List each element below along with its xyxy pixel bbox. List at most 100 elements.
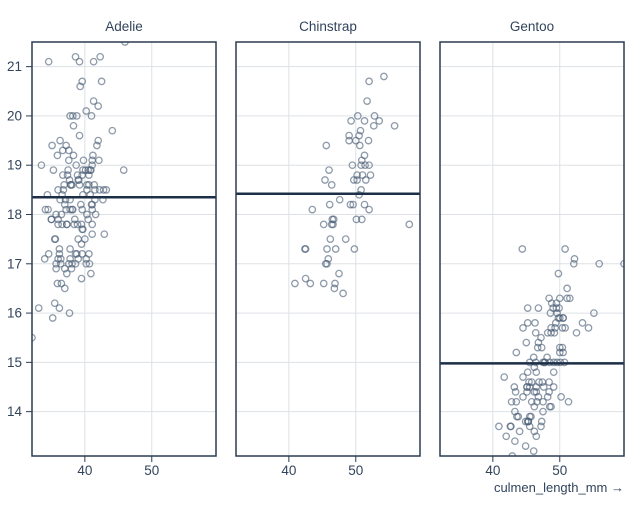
- scatter-point: [543, 353, 551, 362]
- scatter-point: [44, 57, 53, 66]
- x-tick-label: 50: [348, 463, 363, 478]
- scatter-point: [327, 181, 336, 189]
- scatter-point: [319, 279, 328, 288]
- scatter-point: [534, 304, 543, 312]
- y-tick-label: 20: [7, 108, 22, 123]
- scatter-point: [68, 112, 77, 120]
- scatter-point: [363, 97, 371, 105]
- scatter-point: [44, 250, 53, 258]
- scatter-point: [325, 166, 333, 174]
- scatter-point: [584, 324, 593, 332]
- scatter-point: [89, 97, 98, 105]
- scatter-point: [48, 141, 56, 150]
- scatter-point: [529, 353, 538, 362]
- scatter-point: [543, 393, 552, 401]
- x-axis-label: culmen_length_mm →: [494, 480, 624, 495]
- scatter-point: [532, 432, 541, 441]
- scatter-point: [569, 259, 578, 268]
- scatter-point: [543, 328, 552, 337]
- scatter-point: [352, 215, 361, 224]
- scatter-point: [90, 181, 99, 189]
- scatter-point: [76, 82, 85, 91]
- scatter-point: [545, 388, 553, 396]
- scatter-point: [361, 176, 370, 184]
- y-axis: 14 15 16 17 18 19 20 21: [7, 59, 32, 419]
- facet-title: Adelie: [105, 19, 143, 34]
- scatter-point: [51, 235, 60, 243]
- scatter-point: [83, 210, 91, 219]
- scatter-point: [360, 200, 369, 209]
- scatter-point: [75, 57, 84, 66]
- scatter-point: [511, 388, 520, 396]
- scatter-point: [345, 131, 353, 140]
- scatter-point: [558, 343, 567, 352]
- scatter-point: [331, 245, 340, 253]
- scatter-point: [554, 269, 563, 278]
- scatter-point: [339, 289, 347, 298]
- scatter-point: [82, 259, 91, 268]
- scatter-point: [523, 368, 532, 377]
- scatter-point: [525, 378, 533, 386]
- scatter-point: [390, 121, 399, 130]
- x-tick-label: 40: [281, 463, 296, 478]
- scatter-point: [349, 200, 357, 209]
- scatter-point: [32, 333, 36, 342]
- scatter-point: [529, 447, 538, 455]
- scatter-point: [558, 324, 567, 332]
- scatter-point: [530, 388, 539, 396]
- scatter-point: [88, 220, 97, 229]
- facet-title: Chinstrap: [299, 19, 357, 34]
- scatter-point: [62, 269, 71, 278]
- scatter-point: [572, 328, 581, 337]
- scatter-point: [559, 348, 567, 357]
- scatter-point: [365, 77, 373, 86]
- scatter-point: [73, 171, 82, 179]
- scatter-point: [365, 205, 373, 214]
- scatter-point: [50, 299, 59, 308]
- scatter-point: [545, 402, 554, 411]
- scatter-point: [370, 112, 379, 120]
- scatter-point: [82, 255, 91, 263]
- scatter-point: [595, 259, 604, 268]
- scatter-point: [93, 141, 101, 150]
- scatter-point: [119, 166, 128, 174]
- scatter-point: [356, 126, 365, 135]
- scatter-point: [519, 393, 527, 401]
- scatter-point: [525, 422, 534, 431]
- scatter-point: [331, 279, 339, 288]
- scatter-point: [41, 205, 50, 214]
- scatter-point: [58, 171, 67, 179]
- scatter-point: [75, 131, 84, 140]
- y-tick-label: 21: [7, 59, 22, 74]
- scatter-point: [561, 245, 569, 253]
- scatter-point: [321, 176, 329, 184]
- scatter-point: [55, 245, 64, 253]
- scatter-point: [58, 220, 66, 229]
- scatter-point: [375, 117, 384, 125]
- scatter-point: [531, 328, 540, 337]
- y-tick-label: 15: [7, 355, 22, 370]
- scatter-point: [355, 141, 364, 150]
- scatter-point: [361, 161, 369, 170]
- scatter-point: [500, 373, 509, 381]
- scatter-point: [97, 77, 106, 86]
- scatter-point: [549, 383, 558, 391]
- scatter-point: [96, 52, 105, 61]
- scatter-point: [554, 314, 563, 322]
- scatter-point: [578, 319, 587, 327]
- scatter-point: [34, 304, 43, 312]
- scatter-point: [557, 393, 565, 401]
- scatter-point: [531, 319, 539, 327]
- scatter-point: [83, 181, 91, 189]
- scatter-point: [69, 121, 78, 130]
- scatter-point: [523, 383, 531, 391]
- scatter-point: [69, 151, 78, 160]
- scatter-point: [537, 417, 546, 426]
- scatter-point: [291, 279, 299, 288]
- scatter-point: [52, 210, 60, 219]
- scatter-point: [53, 151, 62, 160]
- scatter-point: [537, 343, 546, 352]
- scatter-point: [519, 324, 527, 332]
